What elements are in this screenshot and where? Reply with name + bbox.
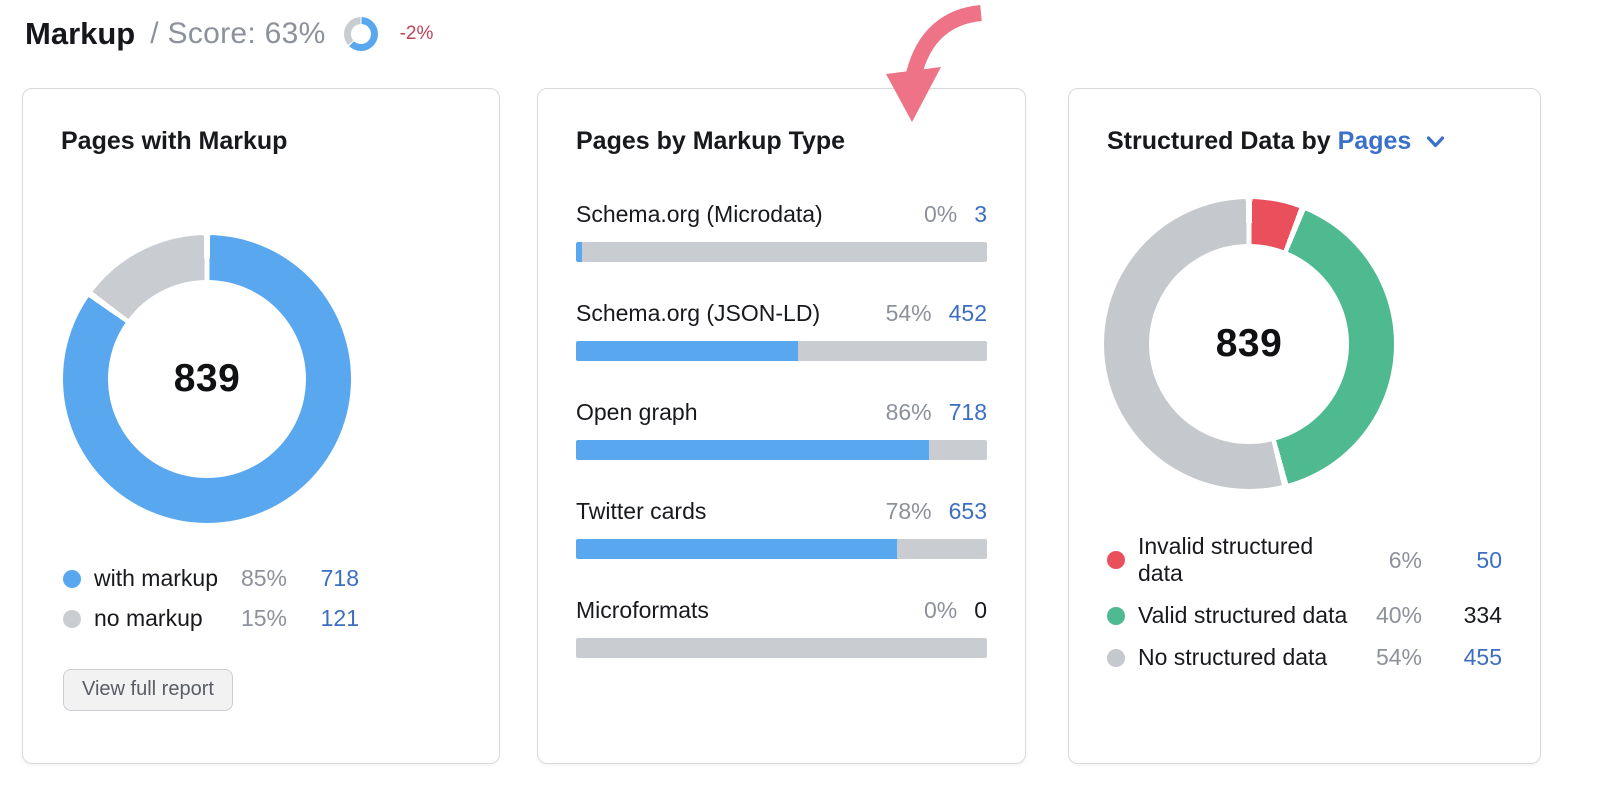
- progress-bar-fill: [576, 242, 583, 262]
- structured-data-legend: Invalid structured data 6% 50 Valid stru…: [1107, 533, 1502, 671]
- structured-data-donut: 839: [1104, 199, 1394, 489]
- row-value-link[interactable]: 452: [948, 300, 987, 326]
- total-pages-count: 839: [1215, 322, 1283, 365]
- markup-type-row-microdata: Schema.org (Microdata) 0% 3: [576, 201, 987, 262]
- progress-bar: [576, 539, 987, 559]
- legend-item-valid: Valid structured data 40% 334: [1107, 602, 1502, 629]
- pages-selector-dropdown[interactable]: Pages: [1338, 127, 1446, 155]
- legend-percent: 6%: [1388, 546, 1422, 573]
- total-pages-count: 839: [173, 357, 241, 400]
- score-label: / Score: 63%: [150, 17, 326, 50]
- row-label: Microformats: [576, 597, 709, 623]
- row-percent: 54%: [885, 300, 932, 326]
- donut-hole: 839: [108, 280, 306, 478]
- score-donut-hole: [350, 24, 371, 44]
- legend-value-link[interactable]: 718: [320, 565, 359, 591]
- structured-data-title-text: Structured Data by: [1107, 127, 1331, 155]
- legend-percent: 85%: [240, 565, 287, 591]
- row-label: Schema.org (Microdata): [576, 201, 823, 227]
- legend-label: No structured data: [1138, 644, 1328, 670]
- progress-bar: [576, 341, 987, 361]
- row-percent: 0%: [923, 201, 958, 227]
- legend-percent: 54%: [1375, 644, 1422, 670]
- legend-label: with markup: [94, 565, 218, 591]
- row-value: 0: [974, 597, 987, 623]
- markup-type-row-open-graph: Open graph 86% 718: [576, 399, 987, 460]
- row-value-link[interactable]: 653: [948, 498, 987, 524]
- progress-bar-fill: [576, 440, 930, 460]
- row-value-link[interactable]: 718: [948, 399, 987, 425]
- pages-by-markup-type-card: Pages by Markup Type Schema.org (Microda…: [537, 88, 1026, 764]
- pages-with-markup-card: Pages with Markup 839 with markup 85% 71…: [22, 88, 500, 764]
- row-percent: 0%: [923, 597, 958, 623]
- green-dot-icon: [1107, 606, 1125, 625]
- legend-value-link[interactable]: 121: [320, 605, 359, 631]
- cards-row: Pages with Markup 839 with markup 85% 71…: [22, 88, 1541, 764]
- page-header: Markup / Score: 63% -2%: [25, 16, 433, 52]
- donut-hole: 839: [1149, 244, 1349, 444]
- row-value-link[interactable]: 3: [974, 201, 987, 227]
- progress-bar: [576, 242, 987, 262]
- structured-data-title: Structured Data by Pages: [1107, 126, 1502, 157]
- legend-value-link[interactable]: 50: [1476, 546, 1502, 573]
- chevron-down-icon: [1427, 136, 1445, 148]
- legend-item-with-markup: with markup 85% 718: [63, 565, 359, 592]
- row-label: Twitter cards: [576, 498, 707, 524]
- markup-type-rows: Schema.org (Microdata) 0% 3 Schema.org (…: [576, 201, 987, 658]
- legend-item-none: No structured data 54% 455: [1107, 644, 1502, 671]
- row-percent: 78%: [885, 498, 932, 524]
- pages-with-markup-legend: with markup 85% 718 no markup 15% 121: [63, 565, 359, 632]
- blue-dot-icon: [63, 569, 81, 588]
- markup-type-row-jsonld: Schema.org (JSON-LD) 54% 452: [576, 300, 987, 361]
- progress-bar: [576, 638, 987, 658]
- structured-data-card: Structured Data by Pages 839 Invalid str…: [1068, 88, 1541, 764]
- legend-percent: 15%: [240, 605, 287, 631]
- gray-dot-icon: [1107, 648, 1125, 667]
- legend-percent: 40%: [1375, 602, 1422, 628]
- legend-item-invalid: Invalid structured data 6% 50: [1107, 533, 1502, 587]
- markup-type-row-microformats: Microformats 0% 0: [576, 597, 987, 658]
- annotation-arrow-icon: [886, 5, 983, 122]
- progress-bar: [576, 440, 987, 460]
- markup-type-row-twitter-cards: Twitter cards 78% 653: [576, 498, 987, 559]
- page-title: Markup: [25, 16, 136, 51]
- pages-with-markup-title: Pages with Markup: [61, 127, 288, 155]
- gray-dot-icon: [63, 609, 81, 628]
- row-label: Open graph: [576, 399, 698, 425]
- progress-bar-fill: [576, 341, 798, 361]
- pages-selector-label: Pages: [1337, 127, 1412, 155]
- pages-with-markup-donut: 839: [63, 235, 351, 523]
- pages-by-markup-type-title: Pages by Markup Type: [576, 127, 846, 155]
- legend-value: 334: [1463, 602, 1502, 628]
- row-label: Schema.org (JSON-LD): [576, 300, 821, 326]
- progress-bar-fill: [576, 539, 897, 559]
- legend-label: Invalid structured data: [1138, 533, 1314, 586]
- score-donut-icon: [343, 17, 378, 51]
- score-delta-badge: -2%: [399, 23, 434, 44]
- legend-item-no-markup: no markup 15% 121: [63, 605, 359, 632]
- red-dot-icon: [1107, 551, 1125, 569]
- view-full-report-button[interactable]: View full report: [63, 669, 233, 711]
- legend-label: no markup: [94, 605, 203, 631]
- legend-label: Valid structured data: [1138, 602, 1348, 628]
- legend-value-link[interactable]: 455: [1463, 644, 1502, 670]
- row-percent: 86%: [885, 399, 932, 425]
